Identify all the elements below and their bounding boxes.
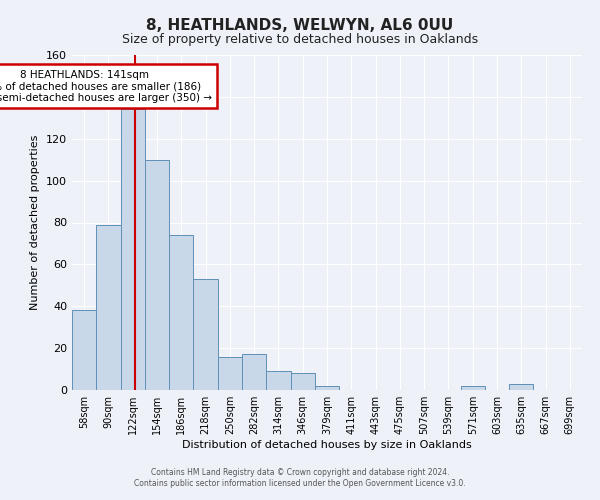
Bar (290, 373, 315, 390)
Text: Contains HM Land Registry data © Crown copyright and database right 2024.
Contai: Contains HM Land Registry data © Crown c… (134, 468, 466, 487)
Bar (169, 235, 193, 390)
Text: Size of property relative to detached houses in Oaklands: Size of property relative to detached ho… (122, 32, 478, 46)
Bar (242, 354, 266, 390)
Bar (145, 160, 169, 390)
Y-axis label: Number of detached properties: Number of detached properties (31, 135, 40, 310)
Bar (218, 356, 242, 390)
Bar (121, 110, 145, 390)
Bar (461, 386, 485, 390)
X-axis label: Distribution of detached houses by size in Oaklands: Distribution of detached houses by size … (182, 440, 472, 450)
Bar (193, 279, 218, 390)
Bar (509, 384, 533, 390)
Bar (72, 310, 96, 390)
Bar (315, 386, 339, 390)
Text: 8 HEATHLANDS: 141sqm
← 35% of detached houses are smaller (186)
65% of semi-deta: 8 HEATHLANDS: 141sqm ← 35% of detached h… (0, 70, 212, 103)
Bar (266, 371, 290, 390)
Bar (96, 224, 121, 390)
Text: 8, HEATHLANDS, WELWYN, AL6 0UU: 8, HEATHLANDS, WELWYN, AL6 0UU (146, 18, 454, 32)
